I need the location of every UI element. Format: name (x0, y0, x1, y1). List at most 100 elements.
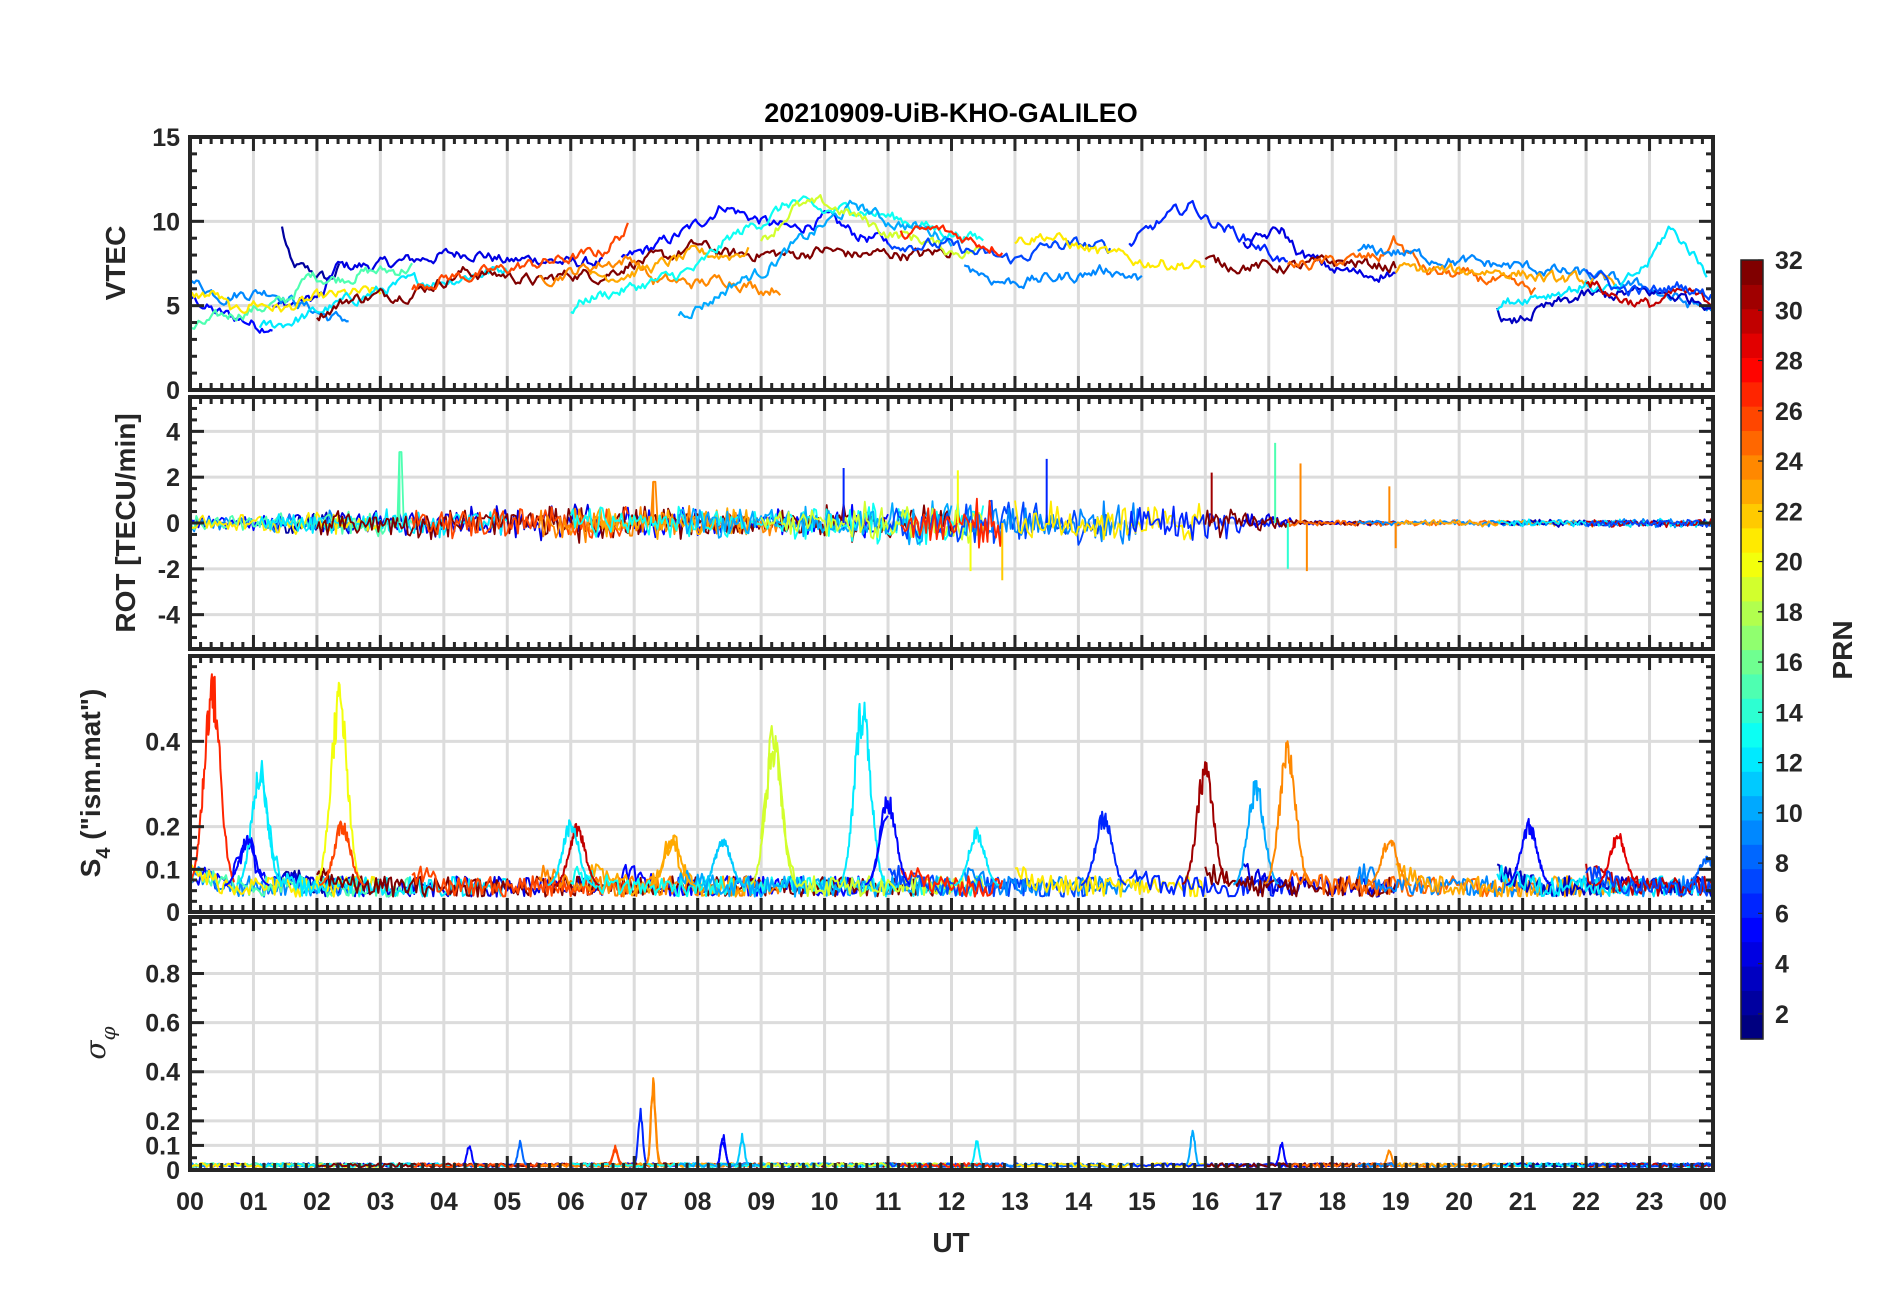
x-tick-labels: 00 01 02 03 04 05 06 07 08 09 10 11 12 13 14 15 16 17 18 19… (176, 1188, 1727, 1216)
rot-line-prn-6 (1128, 505, 1289, 541)
y-tick-label: 4 (166, 418, 180, 446)
sigma-peak-prn-5 (1274, 1141, 1288, 1166)
colorbar-tick-label: 2 (1775, 1001, 1789, 1029)
x-tick-label: 11 (875, 1188, 902, 1216)
s4-peak-prn-30 (553, 822, 600, 887)
s4-peak-prn-12 (547, 819, 594, 887)
colorbar-band (1741, 552, 1763, 578)
vtec-line-prn-21 (1014, 232, 1206, 271)
colorbar-band (1741, 1014, 1763, 1040)
s4-line-prn-23 (1395, 863, 1619, 898)
colorbar-band (1741, 454, 1763, 480)
x-tick-label: 07 (620, 1188, 648, 1216)
y-tick-label: 0.4 (145, 728, 180, 756)
y-tick-label: -4 (158, 602, 180, 630)
colorbar-band (1741, 698, 1763, 724)
x-tick-label: 20 (1445, 1188, 1473, 1216)
vtec-line-prn-6 (1128, 199, 1288, 263)
colorbar-tick-label: 16 (1775, 649, 1803, 677)
colorbar-tick-label: 14 (1775, 699, 1803, 727)
colorbar-label: PRN (1827, 620, 1858, 679)
ylabel-main: σ (79, 1040, 112, 1060)
x-tick-label: 19 (1382, 1188, 1410, 1216)
y-tick-label: 15 (152, 124, 180, 152)
s4-line-prn-27 (899, 867, 1004, 898)
vtec-line-prn-3 (1496, 285, 1713, 325)
ylabel-subscript: φ (96, 1026, 120, 1040)
colorbar-band (1741, 941, 1763, 967)
colorbar-band (1741, 503, 1763, 529)
rot-line-prn-26 (411, 506, 629, 540)
y-axis-label-s4: S4 ("ism.mat") (75, 689, 115, 878)
s4-line-prn-7 (1585, 866, 1713, 897)
vtec-line-prn-9 (1357, 243, 1713, 312)
colorbar-band (1741, 479, 1763, 505)
colorbar-band (1741, 333, 1763, 358)
x-tick-label: 03 (366, 1188, 394, 1216)
x-tick-label: 15 (1128, 1188, 1156, 1216)
s4-peak-prn-24 (1264, 740, 1311, 885)
sigma-peak-prn-5 (462, 1145, 477, 1166)
colorbar-band (1741, 892, 1763, 918)
x-tick-label: 01 (240, 1188, 268, 1216)
y-axis-label-sigma: σφ (79, 1026, 120, 1059)
x-tick-label: 13 (1001, 1188, 1029, 1216)
y-tick-label: 2 (166, 464, 180, 492)
colorbar-band (1741, 917, 1763, 943)
colorbar-band (1741, 406, 1763, 432)
vtec-line-prn-9 (963, 264, 1143, 290)
data-lines-s4 (190, 673, 1713, 898)
vtec-line-prn-32 (1204, 254, 1397, 275)
sigma-peak-prn-24 (1382, 1149, 1396, 1166)
y-tick-label: 0.2 (145, 1108, 180, 1136)
ylabel-rest: ("ism.mat") (75, 689, 106, 848)
colorbar-tick-label: 26 (1775, 398, 1803, 426)
s4-peak-prn-23 (649, 834, 696, 887)
colorbar-band (1741, 795, 1763, 821)
x-tick-label: 22 (1572, 1188, 1600, 1216)
colorbar-tick-label: 32 (1775, 247, 1803, 275)
x-tick-label: 23 (1636, 1188, 1664, 1216)
axes-frame (188, 135, 1715, 392)
y-tick-label: -2 (158, 556, 180, 584)
y-axis-label-rot: ROT [TECU/min] (110, 413, 141, 632)
panel-s4: 0 0.1 0.2 0.4 S4 ("ism.mat") (75, 654, 1715, 927)
sigma-line-prn-24 (538, 1089, 781, 1168)
x-tick-label: 08 (684, 1188, 712, 1216)
x-tick-label: 00 (176, 1188, 204, 1216)
s4-peak-prn-31 (1181, 761, 1229, 886)
y-tick-label: 0.8 (145, 960, 180, 988)
s4-peak-prn-29 (1594, 833, 1641, 887)
x-tick-label: 18 (1318, 1188, 1346, 1216)
s4-peak-prn-11 (699, 838, 746, 887)
s4-peak-prn-5 (224, 834, 270, 887)
y-axis-label-vtec: VTEC (100, 226, 131, 301)
colorbar-tick-label: 18 (1775, 599, 1803, 627)
y-tick-label: 0 (166, 899, 180, 927)
colorbar-band (1741, 965, 1763, 991)
rot-line-prn-10 (677, 500, 953, 546)
y-tick-label: 0.4 (145, 1059, 180, 1087)
colorbar-band (1741, 357, 1763, 383)
colorbar-tick-label: 10 (1775, 800, 1803, 828)
x-tick-label: 10 (811, 1188, 839, 1216)
vtec-line-prn-15 (190, 262, 414, 330)
colorbar-band (1741, 381, 1763, 407)
y-tick-label: 5 (166, 293, 180, 321)
vtec-line-prn-10 (677, 199, 953, 320)
colorbar-tick-label: 24 (1775, 448, 1803, 476)
y-tick-label: 0 (166, 510, 180, 538)
colorbar-band (1741, 284, 1763, 310)
colorbar-tick-label: 4 (1775, 951, 1789, 979)
x-tick-label: 06 (557, 1188, 585, 1216)
s4-peak-prn-12 (953, 826, 1000, 887)
s4-line-prn-12 (1496, 864, 1708, 898)
colorbar-band (1741, 673, 1763, 699)
colorbar-tick-label: 20 (1775, 549, 1803, 577)
vtec-line-prn-30 (1585, 280, 1713, 309)
rot-line-prn-19 (760, 500, 985, 544)
chart-title: 20210909-UiB-KHO-GALILEO (764, 98, 1138, 128)
s4-peak-prn-6 (1080, 810, 1127, 887)
colorbar-band (1741, 625, 1763, 651)
